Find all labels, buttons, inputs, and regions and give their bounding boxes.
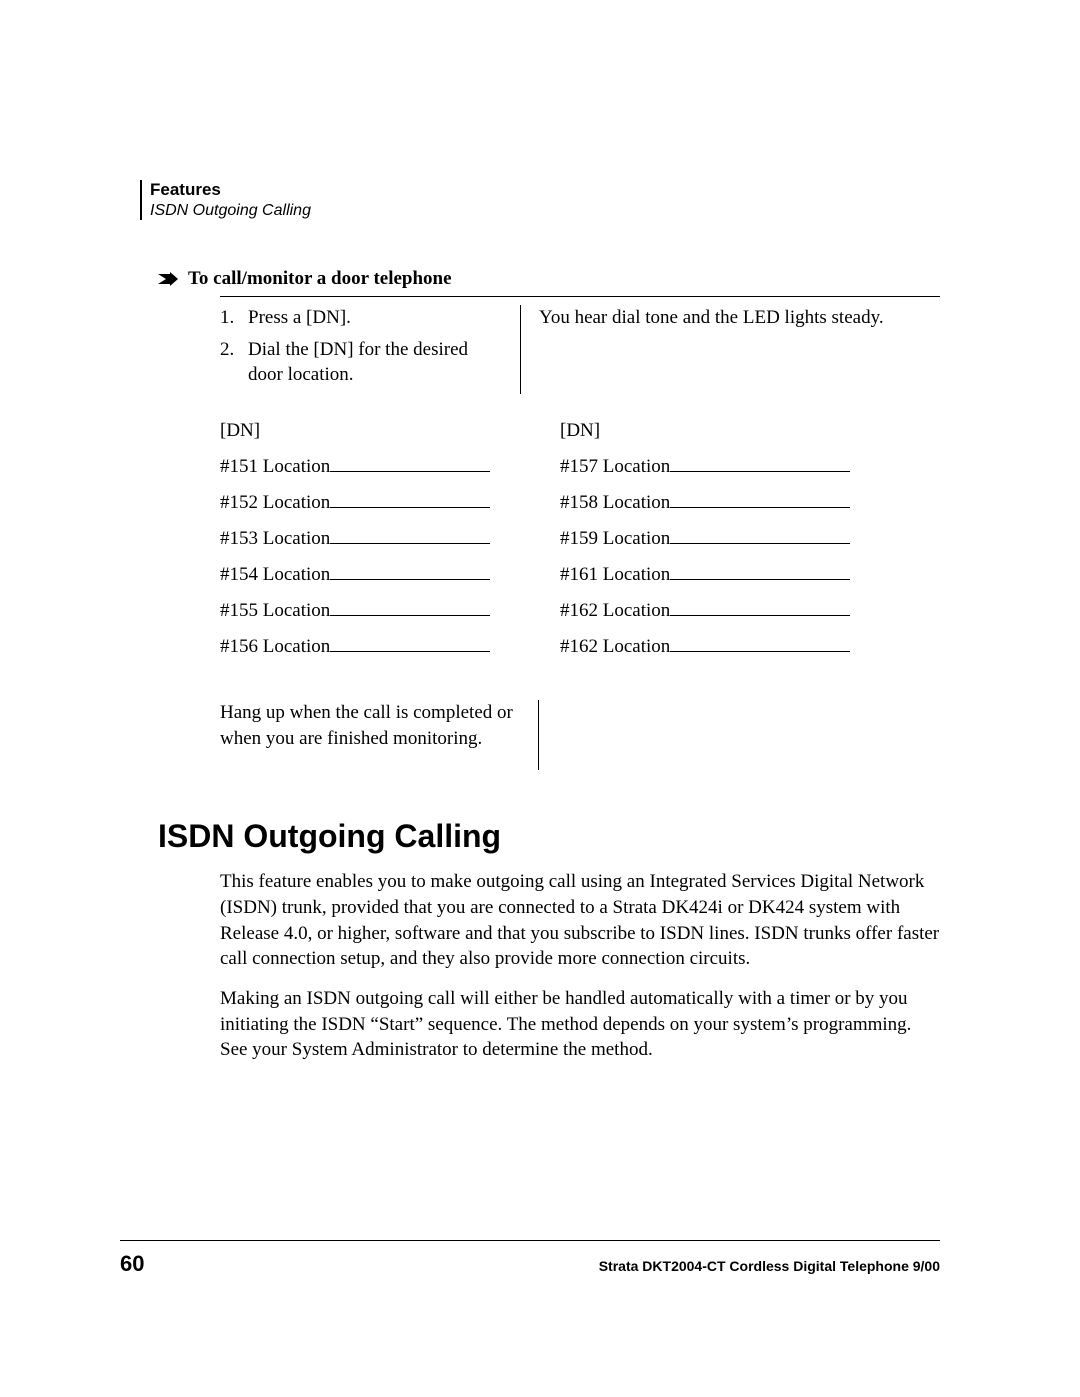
blank-line: [670, 598, 850, 616]
procedure-heading: To call/monitor a door telephone: [158, 268, 940, 290]
steps-result: You hear dial tone and the LED lights st…: [520, 305, 940, 394]
location-row: #154 Location: [220, 562, 550, 586]
procedure-title: To call/monitor a door telephone: [188, 268, 452, 290]
step-number: 1.: [220, 305, 248, 331]
locations-block: [DN] #151 Location #152 Location #153 Lo…: [220, 420, 940, 671]
location-row: #155 Location: [220, 598, 550, 622]
blank-line: [330, 562, 490, 580]
locations-col-right: [DN] #157 Location #158 Location #159 Lo…: [560, 420, 890, 671]
step-text: Press a [DN].: [248, 305, 502, 331]
page-number: 60: [120, 1251, 144, 1277]
body-paragraph: Making an ISDN outgoing call will either…: [220, 986, 940, 1063]
blank-line: [670, 634, 850, 652]
running-header: Features ISDN Outgoing Calling: [140, 180, 940, 220]
location-row: #151 Location: [220, 454, 550, 478]
header-subtitle: ISDN Outgoing Calling: [150, 202, 940, 220]
location-row: #162 Location: [560, 598, 890, 622]
result-text: You hear dial tone and the LED lights st…: [539, 307, 884, 328]
divider: [220, 296, 940, 297]
blank-line: [670, 454, 850, 472]
dn-header: [DN]: [560, 420, 890, 442]
arrow-icon: [158, 272, 178, 286]
location-row: #156 Location: [220, 634, 550, 658]
hangup-text: Hang up when the call is completed or wh…: [220, 700, 538, 770]
blank-line: [670, 526, 850, 544]
step-text: Dial the [DN] for the desired door locat…: [248, 337, 502, 388]
steps-left: 1. Press a [DN]. 2. Dial the [DN] for th…: [220, 305, 520, 394]
blank-line: [330, 490, 490, 508]
location-row: #161 Location: [560, 562, 890, 586]
blank-line: [330, 634, 490, 652]
vertical-divider: [538, 700, 539, 770]
footer-text: Strata DKT2004-CT Cordless Digital Telep…: [599, 1258, 940, 1274]
dn-header: [DN]: [220, 420, 550, 442]
header-chapter: Features: [150, 180, 940, 200]
page: Features ISDN Outgoing Calling To call/m…: [0, 0, 1080, 1397]
location-row: #152 Location: [220, 490, 550, 514]
location-row: #157 Location: [560, 454, 890, 478]
hangup-block: Hang up when the call is completed or wh…: [220, 700, 940, 770]
location-row: #159 Location: [560, 526, 890, 550]
locations-col-left: [DN] #151 Location #152 Location #153 Lo…: [220, 420, 550, 671]
blank-line: [330, 454, 490, 472]
step-row: 2. Dial the [DN] for the desired door lo…: [220, 337, 502, 388]
blank-line: [330, 526, 490, 544]
section-title: ISDN Outgoing Calling: [158, 818, 940, 855]
step-number: 2.: [220, 337, 248, 388]
footer-divider: [120, 1240, 940, 1241]
page-footer: 60 Strata DKT2004-CT Cordless Digital Te…: [120, 1232, 940, 1277]
body-paragraph: This feature enables you to make outgoin…: [220, 869, 940, 972]
location-row: #158 Location: [560, 490, 890, 514]
location-row: #153 Location: [220, 526, 550, 550]
steps-block: 1. Press a [DN]. 2. Dial the [DN] for th…: [220, 305, 940, 394]
blank-line: [330, 598, 490, 616]
blank-line: [670, 562, 850, 580]
location-row: #162 Location: [560, 634, 890, 658]
blank-line: [670, 490, 850, 508]
step-row: 1. Press a [DN].: [220, 305, 502, 331]
